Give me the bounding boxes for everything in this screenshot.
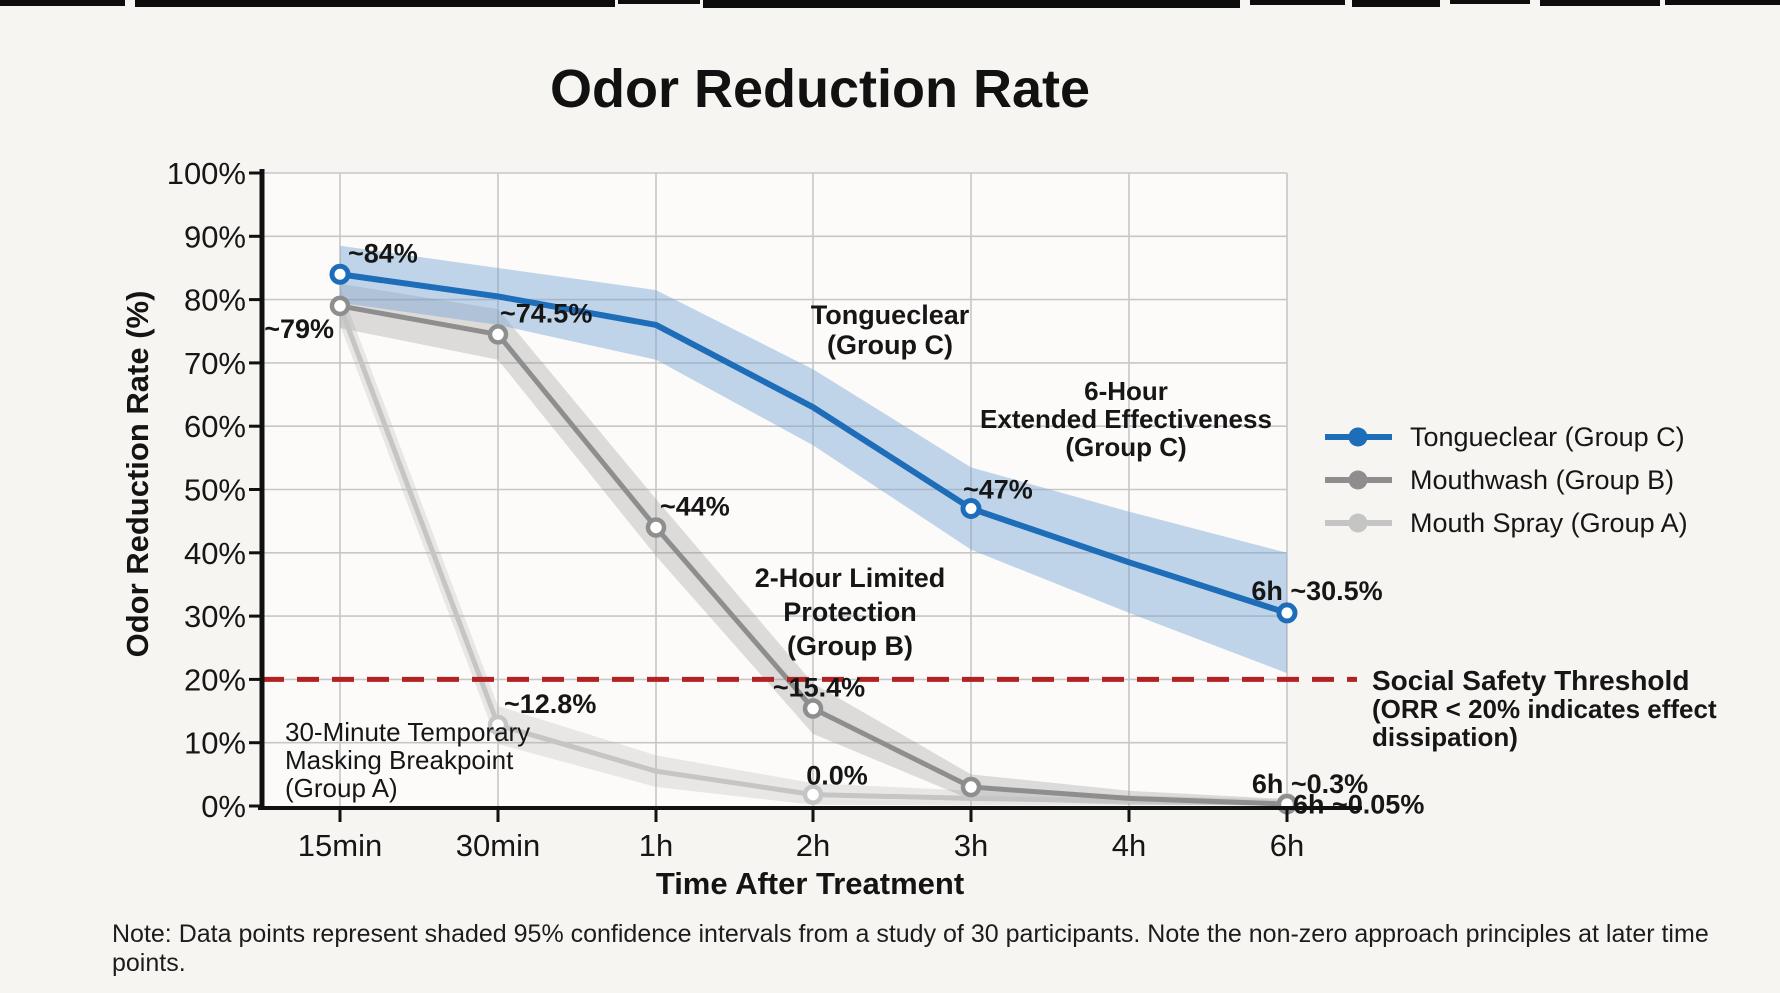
y-tick-label: 100% bbox=[167, 156, 246, 191]
data-point-marker bbox=[802, 784, 824, 805]
callout-line: Protection bbox=[783, 597, 917, 627]
legend-item-label: Mouth Spray (Group A) bbox=[1410, 508, 1688, 538]
y-tick-label: 80% bbox=[184, 283, 246, 318]
torn-edge-segment bbox=[1352, 0, 1440, 7]
data-point-marker bbox=[960, 776, 982, 798]
torn-edge-segment bbox=[1540, 0, 1660, 6]
legend-item-label: Tongueclear (Group C) bbox=[1410, 422, 1685, 452]
y-tick-label: 10% bbox=[184, 726, 246, 761]
legend-swatch-dot bbox=[1348, 427, 1368, 447]
x-tick-label: 30min bbox=[456, 828, 540, 863]
confidence-band-tongueclear bbox=[340, 245, 1287, 674]
callout-line: 6-Hour bbox=[1084, 376, 1168, 406]
y-tick-label: 50% bbox=[184, 473, 246, 508]
annotation-label: ~79% bbox=[264, 314, 334, 344]
annotation-label: 0.0% bbox=[806, 761, 868, 791]
data-point-marker bbox=[329, 295, 351, 317]
torn-edge-segment bbox=[1665, 0, 1780, 5]
data-point-marker bbox=[487, 714, 509, 736]
x-tick-label: 1h bbox=[639, 828, 673, 863]
legend-swatch-dot bbox=[1348, 513, 1368, 533]
y-tick-label: 30% bbox=[184, 599, 246, 634]
annotation-label: ~15.4% bbox=[773, 673, 865, 703]
callout-line: (Group C) bbox=[1065, 432, 1186, 462]
callout-line: (Group B) bbox=[787, 631, 913, 661]
annotation-label: 6h ~0.05% bbox=[1293, 789, 1424, 819]
y-tick-label: 40% bbox=[184, 536, 246, 571]
data-point-marker bbox=[645, 517, 667, 538]
torn-edge-segment bbox=[703, 0, 1240, 8]
chart-title: Odor Reduction Rate bbox=[549, 59, 1091, 119]
threshold-subtitle: dissipation) bbox=[1372, 722, 1518, 752]
x-tick-label: 2h bbox=[796, 828, 830, 863]
x-tick-label: 6h bbox=[1270, 828, 1304, 863]
torn-edge-segment bbox=[618, 0, 700, 4]
data-point-marker bbox=[329, 263, 351, 285]
annotation-label: ~47% bbox=[963, 474, 1033, 504]
annotation-label: ~44% bbox=[660, 491, 730, 521]
callout-line: Extended Effectiveness bbox=[980, 404, 1272, 434]
legend-swatch-dot bbox=[1348, 470, 1368, 490]
callout-line: 2-Hour Limited bbox=[755, 563, 946, 593]
y-tick-label: 0% bbox=[201, 789, 246, 824]
series-line-tongueclear bbox=[337, 271, 1290, 616]
torn-edge-segment bbox=[0, 0, 125, 6]
callout-line: (Group A) bbox=[285, 773, 398, 803]
y-tick-label: 70% bbox=[184, 346, 246, 381]
torn-edge-segment bbox=[135, 0, 615, 7]
threshold-subtitle: (ORR < 20% indicates effect bbox=[1372, 694, 1717, 724]
annotation-label: ~12.8% bbox=[504, 689, 596, 719]
data-point-marker bbox=[960, 497, 982, 519]
callout-label: Tongueclear (Group C) bbox=[811, 300, 970, 360]
x-tick-label: 15min bbox=[298, 828, 382, 863]
data-point-marker bbox=[802, 698, 824, 719]
torn-edge-segment bbox=[1250, 0, 1345, 5]
torn-edge-segment bbox=[1450, 0, 1530, 4]
callout-line: Tongueclear bbox=[811, 300, 970, 330]
callout-label: 2-Hour Limited Protection (Group B) bbox=[755, 563, 946, 661]
callout-label: 6-Hour Extended Effectiveness (Group C) bbox=[980, 376, 1272, 462]
confidence-band-mouthwash bbox=[340, 283, 1287, 806]
annotation-label: 6h ~30.5% bbox=[1251, 576, 1382, 606]
data-point-marker bbox=[1276, 602, 1298, 624]
data-point-marker bbox=[487, 324, 509, 345]
x-axis-label: Time After Treatment bbox=[655, 866, 965, 901]
x-tick-label: 3h bbox=[954, 828, 988, 863]
annotation-label: ~84% bbox=[348, 238, 418, 268]
annotation-label: 6h ~0.3% bbox=[1252, 769, 1368, 799]
callout-label: 30-Minute Temporary Masking Breakpoint (Gr… bbox=[285, 717, 530, 803]
x-tick-label: 4h bbox=[1112, 828, 1146, 863]
plot-area bbox=[262, 173, 1287, 808]
footnote: Note: Data points represent shaded 95% c… bbox=[112, 920, 1709, 977]
y-tick-label: 90% bbox=[184, 219, 246, 254]
annotation-label: ~74.5% bbox=[500, 298, 592, 328]
threshold-title: Social Safety Threshold bbox=[1372, 665, 1689, 696]
y-tick-label: 20% bbox=[184, 662, 246, 697]
callout-line: Masking Breakpoint bbox=[285, 745, 514, 775]
callout-line: (Group C) bbox=[827, 330, 953, 360]
callout-line: 30-Minute Temporary bbox=[285, 717, 530, 747]
y-tick-label: 60% bbox=[184, 409, 246, 444]
legend-item-label: Mouthwash (Group B) bbox=[1410, 465, 1674, 495]
